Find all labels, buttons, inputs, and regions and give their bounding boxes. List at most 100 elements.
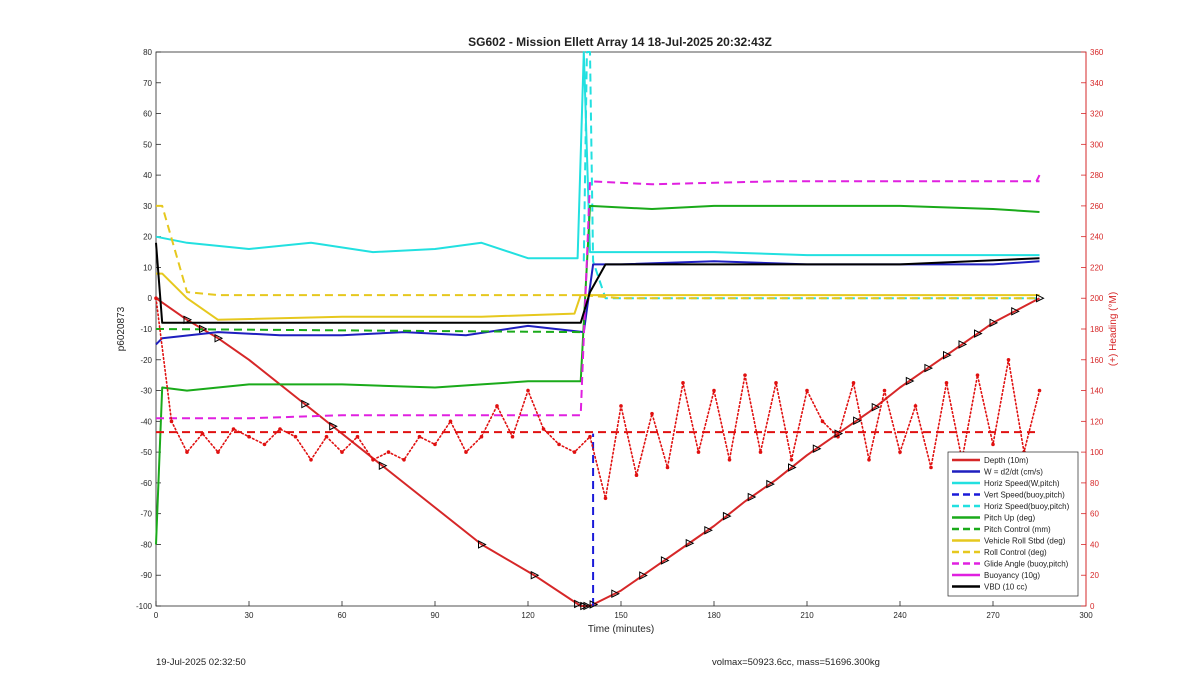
depth-marker <box>530 570 540 580</box>
series-group <box>154 51 1042 607</box>
legend-entry-label: Roll Control (deg) <box>984 548 1047 557</box>
depth-marker <box>660 556 670 565</box>
y-tick-label-right: 100 <box>1090 448 1104 457</box>
depth-marker <box>583 601 593 611</box>
legend-entry-label: Depth (10m) <box>984 456 1029 465</box>
legend-entry-label: Vehicle Roll Stbd (deg) <box>984 537 1066 546</box>
y-tick-label-left: 40 <box>143 171 152 180</box>
y-tick-label-left: 70 <box>143 79 152 88</box>
y-tick-label-right: 280 <box>1090 171 1104 180</box>
depth-marker <box>943 350 952 360</box>
y-axis-label-right: (+) Heading (°M) <box>1108 292 1119 366</box>
y-tick-label-left: -40 <box>140 417 152 426</box>
y-tick-label-right: 340 <box>1090 79 1104 88</box>
series-depth-10m <box>155 297 1040 607</box>
y-tick-label-left: -90 <box>140 571 152 580</box>
y-tick-label-right: 0 <box>1090 602 1095 611</box>
legend-entry-label: Buoyancy (10g) <box>984 571 1040 580</box>
depth-marker <box>871 402 881 412</box>
series-vehicle-roll-stbd-deg <box>156 272 1040 321</box>
legend: Depth (10m) W = d2/dt (cm/s) Horiz Speed(W… <box>947 451 1079 597</box>
y-tick-label-right: 60 <box>1090 510 1099 519</box>
depth-marker <box>1011 307 1020 316</box>
legend-entry-label: Pitch Control (mm) <box>984 525 1051 534</box>
depth-marker <box>766 479 775 489</box>
x-tick-label: 300 <box>1079 611 1093 620</box>
x-tick-label: 150 <box>614 611 628 620</box>
depth-marker <box>611 589 620 598</box>
legend-entry-label: Horiz Speed(W,pitch) <box>984 479 1060 488</box>
depth-marker <box>788 463 797 472</box>
y-tick-label-left: -70 <box>140 510 152 519</box>
depth-marker <box>704 525 713 535</box>
series-pitch-up-deg <box>155 204 1040 545</box>
legend-entry-label: Glide Angle (buoy,pitch) <box>984 560 1069 569</box>
depth-marker <box>1036 293 1045 303</box>
footer-timestamp: 19-Jul-2025 02:32:50 <box>156 657 246 668</box>
x-tick-label: 270 <box>986 611 1000 620</box>
depth-marker <box>958 340 968 349</box>
series-roll-control-deg <box>156 204 1040 300</box>
series-heading-m <box>155 297 1041 499</box>
y-tick-label-right: 220 <box>1090 263 1104 272</box>
y-tick-label-right: 300 <box>1090 140 1104 149</box>
y-tick-label-right: 240 <box>1090 233 1104 242</box>
legend-entry-label: Pitch Up (deg) <box>984 514 1035 523</box>
y-tick-label-right: 200 <box>1090 294 1104 303</box>
depth-marker <box>639 571 648 580</box>
series-glide-angle-buoy-pitch <box>156 180 1040 420</box>
y-tick-label-left: 20 <box>143 233 152 242</box>
depth-marker <box>214 333 224 343</box>
depth-marker <box>812 444 822 454</box>
y-tick-label-left: -50 <box>140 448 152 457</box>
x-tick-label: 210 <box>800 611 814 620</box>
series-buoyancy-10g <box>1035 174 1041 182</box>
y-tick-label-left: -100 <box>136 602 153 611</box>
legend-entry-label: W = d2/dt (cm/s) <box>984 468 1043 477</box>
y-tick-label-right: 20 <box>1090 571 1099 580</box>
legend-entry-label: Vert Speed(buoy,pitch) <box>984 491 1065 500</box>
y-tick-label-right: 80 <box>1090 479 1099 488</box>
x-tick-label: 120 <box>521 611 535 620</box>
y-tick-label-right: 120 <box>1090 417 1104 426</box>
depth-marker <box>722 511 732 521</box>
series-horiz-speed-buoy-pitch <box>582 51 1040 300</box>
depth-marker <box>989 318 999 328</box>
series-vbd-10-cc <box>155 242 1040 324</box>
y-tick-label-right: 320 <box>1090 110 1104 119</box>
depth-marker <box>589 600 599 609</box>
y-tick-label-left: -80 <box>140 540 152 549</box>
depth-markers <box>183 293 1045 611</box>
y-tick-label-left: -30 <box>140 387 152 396</box>
y-tick-label-left: -10 <box>140 325 152 334</box>
x-tick-label: 30 <box>245 611 254 620</box>
depth-marker <box>924 363 934 373</box>
depth-marker <box>478 540 487 549</box>
series-pitch-control-mm <box>155 328 581 334</box>
x-axis-label: Time (minutes) <box>588 624 654 635</box>
depth-marker <box>574 599 583 609</box>
depth-marker <box>834 429 844 438</box>
y-tick-label-left: 60 <box>143 110 152 119</box>
y-tick-label-left: -60 <box>140 479 152 488</box>
y-tick-label-right: 40 <box>1090 540 1099 549</box>
x-tick-label: 0 <box>154 611 159 620</box>
axis-ticks: 0 30 60 90 120 150 180 210 240 270 300-100-90-80-7… <box>136 48 1104 620</box>
legend-entry-label: VBD (10 cc) <box>984 583 1027 592</box>
x-tick-label: 60 <box>338 611 347 620</box>
y-tick-label-left: 10 <box>143 263 152 272</box>
y-tick-label-right: 360 <box>1090 48 1104 57</box>
depth-marker <box>853 416 862 426</box>
legend-box <box>947 451 1079 597</box>
chart-title: SG602 - Mission Ellett Array 14 18-Jul-2… <box>468 35 772 49</box>
footer-mass-info: volmax=50923.6cc, mass=51696.300kg <box>712 657 880 668</box>
y-tick-label-left: -20 <box>140 356 152 365</box>
depth-marker <box>199 324 208 334</box>
legend-entry-label: Horiz Speed(buoy,pitch) <box>984 502 1070 511</box>
y-axis-label-left: p6020873 <box>116 306 127 351</box>
x-tick-label: 90 <box>431 611 440 620</box>
depth-marker <box>685 538 695 548</box>
plot-area <box>155 51 1087 607</box>
x-tick-label: 180 <box>707 611 721 620</box>
